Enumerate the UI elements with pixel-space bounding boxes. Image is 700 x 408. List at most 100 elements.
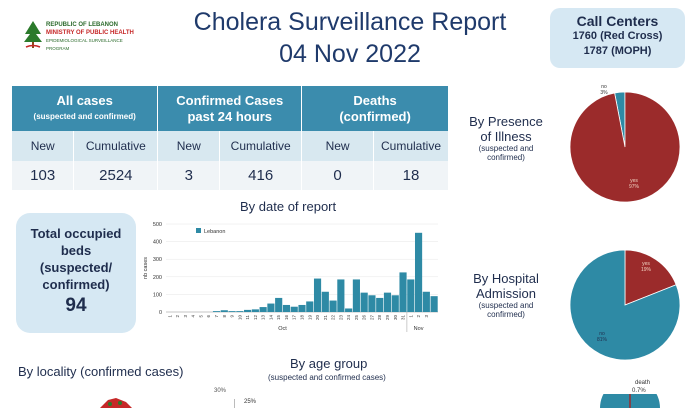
x-tick-label: 6 <box>206 315 211 318</box>
x-tick-label: 28 <box>377 315 382 321</box>
x-tick-label: 19 <box>307 315 312 321</box>
subheader-cell: Cumulative <box>73 131 159 161</box>
hospital-title-2: Admission <box>476 286 536 301</box>
x-tick-label: 2 <box>416 315 421 318</box>
bar <box>236 311 244 312</box>
x-tick-label: 15 <box>276 315 281 321</box>
x-tick-label: 8 <box>222 315 227 318</box>
bar <box>383 292 392 312</box>
page-title: Cholera Surveillance Report 04 Nov 2022 <box>160 6 540 70</box>
y-tick-label: 500 <box>153 222 162 228</box>
x-tick-label: 22 <box>331 315 336 321</box>
by-date-title: By date of report <box>240 199 337 214</box>
x-tick-label: 3 <box>424 315 429 318</box>
group-title: All cases <box>56 92 113 108</box>
age-axis <box>234 399 240 408</box>
bar <box>391 295 399 312</box>
bar <box>422 291 430 312</box>
group-subtitle: (confirmed) <box>339 108 411 124</box>
subheader-cell: New <box>12 131 75 161</box>
x-tick-label: 1 <box>167 315 172 318</box>
x-tick-label: 12 <box>253 315 258 321</box>
title-line-2: 04 Nov 2022 <box>279 40 421 68</box>
x-tick-label: 18 <box>300 315 305 321</box>
x-tick-label: 21 <box>323 315 328 321</box>
pie-label: 19% <box>641 267 652 273</box>
subheader-cell: Cumulative <box>219 131 303 161</box>
pie-label: 97% <box>629 184 640 190</box>
x-tick-label: 10 <box>237 315 242 321</box>
age-first-label: 25% <box>244 399 257 405</box>
x-tick-label: 9 <box>230 315 235 318</box>
bar <box>329 300 337 312</box>
pie-label: yes <box>630 178 638 184</box>
month-label: Oct <box>278 326 287 332</box>
x-tick-label: 24 <box>346 315 351 321</box>
x-tick-label: 29 <box>385 315 390 321</box>
bar <box>228 311 236 312</box>
moph-logo: REPUBLIC OF LEBANON MINISTRY OF PUBLIC H… <box>22 20 142 52</box>
value-cell: 3 <box>157 161 221 190</box>
value-cell: 2524 <box>73 161 159 190</box>
x-tick-label: 27 <box>369 315 374 321</box>
outcome-death-label: death <box>635 380 651 386</box>
group-subtitle: past 24 hours <box>187 108 272 124</box>
x-tick-label: 23 <box>338 315 343 321</box>
presence-label: By Presence of Illness (suspected and co… <box>456 114 556 162</box>
group-title: Deaths <box>353 92 397 108</box>
map-icon <box>100 398 132 408</box>
y-axis-label: nb cases <box>143 257 149 279</box>
x-tick-label: 16 <box>284 315 289 321</box>
pie-label: no <box>601 84 607 90</box>
cedar-logo-icon <box>24 21 42 48</box>
x-tick-label: 26 <box>362 315 367 321</box>
group-title: Confirmed Cases <box>176 92 284 108</box>
pie-label: 3% <box>600 90 608 96</box>
hospital-sub-1: (suspected and <box>478 301 534 310</box>
locality-map <box>80 394 160 408</box>
hospital-label: By Hospital Admission (suspected and con… <box>456 271 556 319</box>
presence-sub-1: (suspected and <box>478 144 534 153</box>
bar <box>368 295 376 312</box>
beds-label-4: confirmed) <box>42 277 110 292</box>
x-tick-label: 5 <box>198 315 203 318</box>
bar <box>352 279 360 312</box>
x-tick-label: 31 <box>401 315 406 321</box>
hospital-title-1: By Hospital <box>473 271 539 286</box>
x-tick-label: 13 <box>261 315 266 321</box>
bar <box>321 291 329 312</box>
bar <box>337 279 345 312</box>
stats-table: All cases (suspected and confirmed) Conf… <box>12 86 449 190</box>
beds-label-1: Total occupied <box>30 226 122 241</box>
group-subtitle: (suspected and confirmed) <box>33 111 136 121</box>
bar <box>414 232 423 312</box>
by-age-subtitle: (suspected and confirmed cases) <box>268 373 386 382</box>
y-tick-label: 400 <box>153 240 162 246</box>
bar <box>244 309 252 312</box>
x-tick-label: 30 <box>393 315 398 321</box>
x-tick-label: 1 <box>408 315 413 318</box>
value-cell: 416 <box>219 161 303 190</box>
group-deaths: Deaths (confirmed) <box>301 86 449 131</box>
y-tick-label: 100 <box>153 292 162 298</box>
pie-slice-no <box>569 249 681 361</box>
pie-label: 81% <box>597 337 608 343</box>
bar <box>298 304 306 312</box>
pie-label: no <box>599 331 605 337</box>
outcome-pie-chart <box>600 394 660 408</box>
beds-value: 94 <box>65 295 87 316</box>
legend-label: Lebanon <box>204 229 225 235</box>
call-center-red-cross: 1760 (Red Cross) <box>572 30 663 42</box>
x-tick-label: 14 <box>268 315 273 321</box>
x-tick-label: 17 <box>292 315 297 321</box>
y-tick-label: 0 <box>159 310 162 316</box>
bar <box>267 303 275 312</box>
beds-label-3: (suspected/ <box>39 260 113 275</box>
value-cell: 18 <box>373 161 449 190</box>
bar <box>290 306 298 312</box>
call-centers-title: Call Centers <box>576 13 659 29</box>
value-cell: 0 <box>301 161 374 190</box>
month-label: Nov <box>414 326 424 332</box>
x-tick-label: 2 <box>175 315 180 318</box>
